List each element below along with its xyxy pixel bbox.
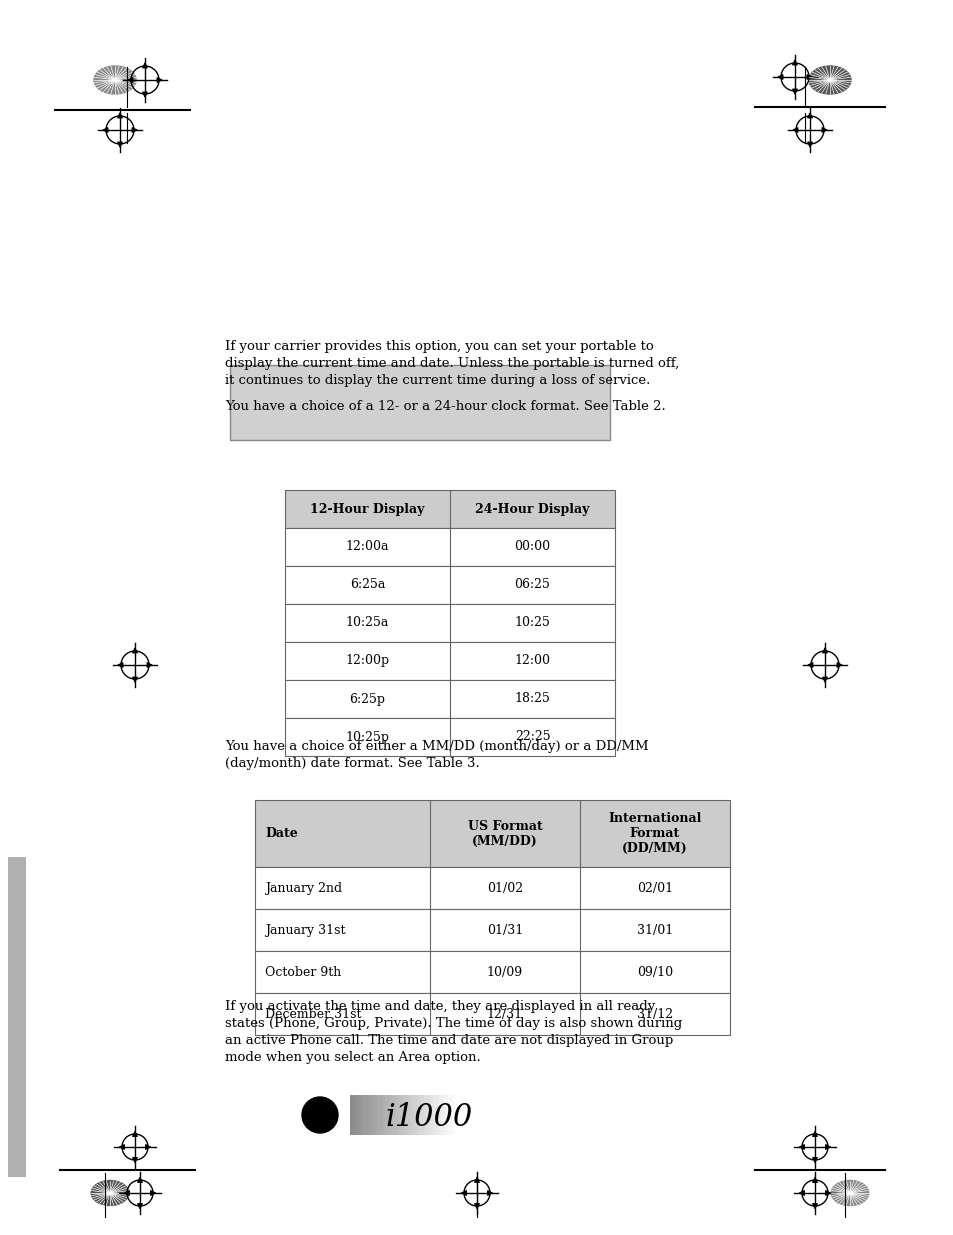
Text: If you activate the time and date, they are displayed in all ready
states (Phone: If you activate the time and date, they … [225, 1000, 681, 1065]
FancyBboxPatch shape [402, 1095, 406, 1135]
Text: January 2nd: January 2nd [265, 882, 342, 894]
Text: 6:25a: 6:25a [350, 578, 385, 592]
FancyBboxPatch shape [285, 642, 615, 680]
FancyBboxPatch shape [285, 718, 615, 756]
FancyBboxPatch shape [423, 1095, 427, 1135]
Text: 6:25p: 6:25p [349, 693, 385, 705]
FancyBboxPatch shape [254, 951, 729, 993]
FancyBboxPatch shape [254, 993, 729, 1035]
FancyBboxPatch shape [419, 1095, 423, 1135]
FancyBboxPatch shape [398, 1095, 402, 1135]
Text: If your carrier provides this option, you can set your portable to
display the c: If your carrier provides this option, yo… [225, 340, 679, 387]
FancyBboxPatch shape [444, 1095, 448, 1135]
FancyBboxPatch shape [8, 857, 26, 1177]
Text: You have a choice of a 12- or a 24-hour clock format. See Table 2.: You have a choice of a 12- or a 24-hour … [225, 400, 665, 412]
Text: 01/31: 01/31 [486, 924, 522, 936]
FancyBboxPatch shape [356, 1095, 360, 1135]
Circle shape [302, 1097, 337, 1132]
Ellipse shape [808, 65, 850, 94]
Text: 10/09: 10/09 [486, 966, 522, 978]
FancyBboxPatch shape [285, 529, 615, 566]
FancyBboxPatch shape [413, 1095, 416, 1135]
FancyBboxPatch shape [430, 1095, 434, 1135]
Text: 12:00p: 12:00p [345, 655, 389, 667]
Text: Date: Date [265, 827, 297, 840]
Text: 00:00: 00:00 [514, 541, 550, 553]
Ellipse shape [830, 1181, 868, 1205]
Text: US Format
(MM/DD): US Format (MM/DD) [467, 820, 542, 847]
FancyBboxPatch shape [254, 867, 729, 909]
FancyBboxPatch shape [377, 1095, 381, 1135]
FancyBboxPatch shape [437, 1095, 440, 1135]
FancyBboxPatch shape [392, 1095, 395, 1135]
FancyBboxPatch shape [388, 1095, 392, 1135]
Text: 31/01: 31/01 [637, 924, 673, 936]
FancyBboxPatch shape [364, 1095, 367, 1135]
FancyBboxPatch shape [354, 1095, 356, 1135]
FancyBboxPatch shape [360, 1095, 364, 1135]
Text: October 9th: October 9th [265, 966, 341, 978]
FancyBboxPatch shape [285, 566, 615, 604]
FancyBboxPatch shape [427, 1095, 430, 1135]
FancyBboxPatch shape [440, 1095, 444, 1135]
FancyBboxPatch shape [254, 800, 729, 867]
Text: 12/31: 12/31 [486, 1008, 522, 1020]
Text: 02/01: 02/01 [637, 882, 673, 894]
Text: 22:25: 22:25 [515, 730, 550, 743]
Ellipse shape [91, 1181, 129, 1205]
FancyBboxPatch shape [230, 366, 609, 440]
Text: 12-Hour Display: 12-Hour Display [310, 503, 424, 515]
FancyBboxPatch shape [367, 1095, 371, 1135]
FancyBboxPatch shape [395, 1095, 398, 1135]
Text: 09/10: 09/10 [637, 966, 673, 978]
Text: December 31st: December 31st [265, 1008, 361, 1020]
Ellipse shape [94, 65, 136, 94]
FancyBboxPatch shape [254, 909, 729, 951]
Text: 24-Hour Display: 24-Hour Display [475, 503, 589, 515]
FancyBboxPatch shape [375, 1095, 377, 1135]
Text: i1000: i1000 [385, 1102, 472, 1132]
FancyBboxPatch shape [285, 604, 615, 642]
FancyBboxPatch shape [406, 1095, 409, 1135]
Text: 10:25p: 10:25p [345, 730, 389, 743]
FancyBboxPatch shape [285, 680, 615, 718]
FancyBboxPatch shape [434, 1095, 437, 1135]
Text: 12:00: 12:00 [514, 655, 550, 667]
Text: 01/02: 01/02 [486, 882, 522, 894]
FancyBboxPatch shape [385, 1095, 388, 1135]
Text: 31/12: 31/12 [637, 1008, 673, 1020]
Text: International
Format
(DD/MM): International Format (DD/MM) [608, 813, 701, 855]
Text: 18:25: 18:25 [514, 693, 550, 705]
FancyBboxPatch shape [448, 1095, 451, 1135]
Text: 12:00a: 12:00a [345, 541, 389, 553]
Text: 06:25: 06:25 [514, 578, 550, 592]
Text: You have a choice of either a MM/DD (month/day) or a DD/MM
(day/month) date form: You have a choice of either a MM/DD (mon… [225, 740, 648, 769]
FancyBboxPatch shape [381, 1095, 385, 1135]
FancyBboxPatch shape [416, 1095, 419, 1135]
FancyBboxPatch shape [409, 1095, 413, 1135]
FancyBboxPatch shape [285, 490, 615, 529]
Text: January 31st: January 31st [265, 924, 345, 936]
FancyBboxPatch shape [350, 1095, 354, 1135]
FancyBboxPatch shape [371, 1095, 375, 1135]
FancyBboxPatch shape [451, 1095, 455, 1135]
Text: 10:25: 10:25 [514, 616, 550, 630]
Text: 10:25a: 10:25a [345, 616, 389, 630]
